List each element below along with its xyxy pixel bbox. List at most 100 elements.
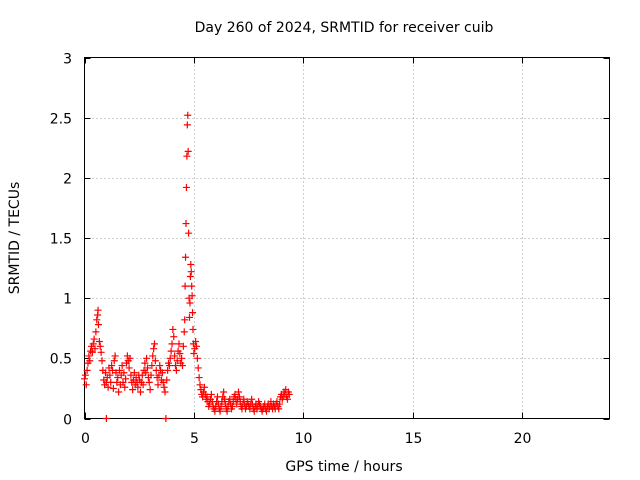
data-point <box>186 273 194 281</box>
data-point <box>172 362 179 370</box>
data-point <box>149 352 157 360</box>
data-point <box>169 325 177 333</box>
data-point <box>190 350 198 358</box>
data-point <box>83 366 91 374</box>
grid-lines <box>84 57 610 419</box>
data-point <box>95 337 103 345</box>
data-point <box>129 386 137 394</box>
data-point <box>217 402 225 410</box>
data-point <box>161 388 169 396</box>
data-point <box>86 357 94 365</box>
x-axis-label: GPS time / hours <box>285 459 402 475</box>
data-point <box>94 306 102 314</box>
plot-frame <box>84 57 610 419</box>
data-point <box>96 342 104 350</box>
data-point <box>151 357 159 365</box>
y-tick-label: 2 <box>63 172 72 188</box>
data-point <box>195 374 203 382</box>
y-tick-label: 2.5 <box>50 112 72 128</box>
data-point <box>192 337 200 345</box>
x-tick-label: 20 <box>514 431 532 447</box>
data-point <box>179 342 187 350</box>
data-point <box>89 340 97 348</box>
data-point <box>102 415 110 422</box>
data-point <box>126 354 134 362</box>
data-point <box>193 354 201 362</box>
data-point <box>185 229 193 237</box>
data-point <box>154 381 162 389</box>
data-point <box>235 388 242 396</box>
data-point <box>178 354 186 362</box>
data-point <box>104 383 112 391</box>
data-point <box>216 407 224 415</box>
data-point <box>151 340 158 348</box>
data-point <box>183 121 191 129</box>
data-point <box>171 352 179 360</box>
x-tick-label: 0 <box>81 431 90 447</box>
data-point <box>146 386 154 394</box>
data-point <box>181 282 189 290</box>
data-point <box>118 362 126 370</box>
data-point <box>181 316 189 324</box>
data-point <box>158 369 166 377</box>
data-point <box>122 375 130 383</box>
data-point <box>139 381 147 389</box>
data-point <box>102 369 109 377</box>
data-point <box>148 362 156 370</box>
data-point <box>137 388 144 396</box>
data-point <box>228 402 236 410</box>
y-tick-labels: 0 0.5 1 1.5 2 2.5 3 <box>50 52 72 429</box>
data-point <box>91 345 99 353</box>
x-tick-labels: 0 5 10 15 20 <box>81 431 531 447</box>
x-tick-label: 10 <box>295 431 313 447</box>
data-point <box>276 400 284 408</box>
data-point <box>162 415 170 422</box>
tick-marks <box>84 57 610 420</box>
data-point <box>194 364 202 372</box>
data-point <box>223 407 231 415</box>
y-axis-label: SRMTID / TECUs <box>7 182 23 295</box>
data-points <box>81 111 293 422</box>
data-point <box>170 333 178 341</box>
data-point <box>163 376 171 384</box>
data-point <box>109 384 117 392</box>
y-tick-label: 1 <box>63 292 72 308</box>
data-point <box>188 282 196 290</box>
data-point <box>130 369 138 377</box>
data-point <box>180 328 188 336</box>
x-tick-label: 5 <box>190 431 199 447</box>
data-point <box>147 371 155 379</box>
data-point <box>142 369 150 377</box>
data-point <box>168 340 176 348</box>
data-point <box>167 347 175 355</box>
data-point <box>187 260 195 268</box>
data-point <box>115 388 123 396</box>
data-point <box>164 366 172 374</box>
data-point <box>145 378 153 386</box>
data-point <box>144 364 151 372</box>
data-point <box>116 366 123 374</box>
data-point <box>188 292 196 300</box>
data-point <box>207 390 215 398</box>
data-point <box>108 362 116 370</box>
data-point <box>107 378 115 386</box>
data-point <box>150 345 158 353</box>
x-tick-label: 15 <box>405 431 423 447</box>
data-point <box>125 364 133 372</box>
y-tick-label: 3 <box>63 52 72 68</box>
data-point <box>248 395 256 403</box>
data-point <box>156 362 164 370</box>
data-point <box>88 348 96 356</box>
y-tick-label: 1.5 <box>50 232 72 248</box>
data-point <box>119 378 127 386</box>
data-point <box>141 359 149 367</box>
data-point <box>121 383 129 391</box>
data-point <box>184 147 192 155</box>
data-point <box>134 383 142 391</box>
data-point <box>275 405 283 413</box>
data-point <box>111 352 119 360</box>
data-point <box>110 357 118 365</box>
data-point <box>172 366 180 374</box>
data-point <box>106 371 114 379</box>
data-point <box>186 299 194 307</box>
